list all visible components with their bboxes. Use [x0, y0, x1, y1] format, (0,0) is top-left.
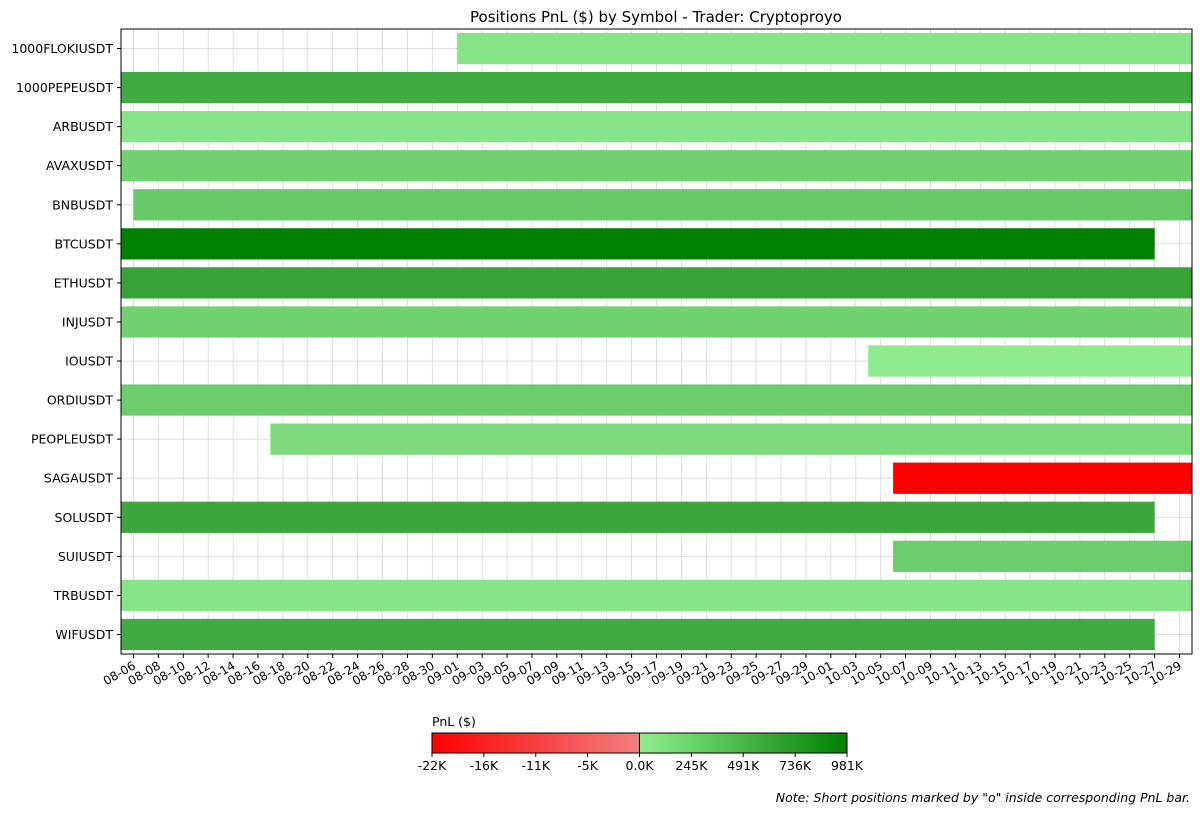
colorbar-ticks: -22K -16K -11K -5K 0.0K 245K 491K 736K 981K	[418, 753, 864, 773]
pnl-bar-arbusdt	[121, 111, 1192, 143]
colorbar-label: PnL ($)	[432, 714, 476, 729]
colorbar-tick-label: -22K	[418, 758, 447, 773]
x-axis: 08-0608-0808-1008-1208-1408-1608-1808-20…	[101, 654, 1184, 688]
pnl-bar-solusdt	[121, 501, 1155, 533]
y-tick-label: 1000FLOKIUSDT	[11, 41, 113, 56]
colorbar-tick-label: 491K	[727, 758, 760, 773]
y-axis: 1000FLOKIUSDT 1000PEPEUSDT ARBUSDT AVAXUSDT…	[11, 41, 121, 642]
pnl-bar-suiusdt	[893, 540, 1192, 572]
pnl-bar-injusdt	[121, 306, 1192, 338]
y-tick-label: TRBUSDT	[53, 588, 114, 603]
colorbar-tick-label: 0.0K	[625, 758, 654, 773]
y-tick-label: ARBUSDT	[53, 119, 114, 134]
pnl-bar-ordiusdt	[121, 384, 1192, 416]
colorbar-tick-label: -5K	[577, 758, 598, 773]
colorbar-tick-label: 245K	[675, 758, 708, 773]
y-tick-label: ETHUSDT	[54, 275, 114, 290]
pnl-bar-avaxusdt	[121, 150, 1192, 182]
pnl-bar-wifusdt	[121, 618, 1155, 651]
pnl-bar-iousdt	[868, 345, 1192, 377]
pnl-bar-trbusdt	[121, 579, 1192, 612]
pnl-bar-sagausdt	[893, 462, 1192, 494]
pnl-bar-1000flokiusdt	[457, 32, 1193, 65]
y-tick-label: SOLUSDT	[55, 510, 114, 525]
y-tick-label: PEOPLEUSDT	[31, 432, 113, 447]
y-tick-label: WIFUSDT	[55, 627, 113, 642]
pnl-bar-bnbusdt	[133, 189, 1192, 221]
y-tick-label: INJUSDT	[62, 314, 113, 329]
colorbar-tick-label: 736K	[779, 758, 812, 773]
short-position-note: Note: Short positions marked by "o" insi…	[775, 790, 1190, 805]
colorbar-positive	[639, 733, 847, 753]
pnl-bars	[121, 32, 1193, 651]
y-tick-label: ORDIUSDT	[47, 393, 114, 408]
colorbar-tick-label: -11K	[521, 758, 550, 773]
colorbar-tick-label: -16K	[470, 758, 499, 773]
y-tick-label: AVAXUSDT	[46, 158, 113, 173]
y-tick-label: IOUSDT	[65, 354, 113, 369]
y-tick-label: SUIUSDT	[58, 549, 113, 564]
colorbar: PnL ($) -22K -16K -11K -5K 0.0K 245K 491K 736K 9…	[418, 714, 864, 773]
y-tick-label: 1000PEPEUSDT	[16, 80, 113, 95]
pnl-bar-btcusdt	[121, 228, 1155, 260]
colorbar-tick-label: 981K	[831, 758, 864, 773]
pnl-bar-ethusdt	[121, 267, 1192, 299]
pnl-bar-peopleusdt	[270, 423, 1192, 455]
y-tick-label: SAGAUSDT	[44, 471, 113, 486]
colorbar-negative	[432, 733, 640, 753]
chart-title: Positions PnL ($) by Symbol - Trader: Cr…	[470, 8, 842, 26]
y-tick-label: BNBUSDT	[52, 197, 113, 212]
y-tick-label: BTCUSDT	[54, 236, 113, 251]
pnl-bar-1000pepeusdt	[121, 71, 1192, 104]
